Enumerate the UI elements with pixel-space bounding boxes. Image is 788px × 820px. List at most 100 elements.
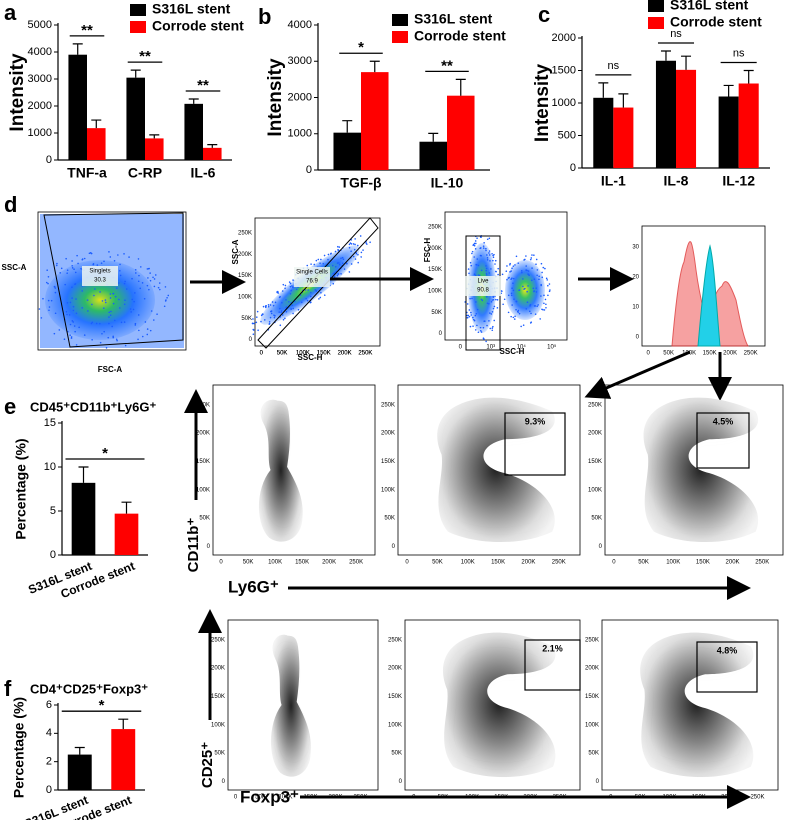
event-dot [536,305,538,308]
event-dot [257,329,259,332]
event-dot [90,322,93,325]
y-tick-label: 15 [44,417,56,429]
gate [43,212,184,348]
event-dot [153,285,156,288]
event-dot [354,243,356,246]
event-dot [357,261,359,264]
event-dot [511,304,513,306]
x-tick-label: 10³ [486,345,495,351]
density-blob [259,400,303,542]
event-dot [109,293,112,295]
event-dot [38,308,41,310]
event-dot [132,308,135,311]
event-dot [119,263,121,266]
event-dot [305,297,307,300]
event-dot [54,287,57,289]
event-dot [164,286,167,288]
event-dot [369,241,371,244]
event-dot [292,312,294,315]
event-dot [289,285,292,288]
y-axis-label: Intensity [532,64,553,143]
event-dot [119,274,122,277]
x-tick-label: 0 [646,351,650,357]
event-dot [141,335,144,338]
event-dot [134,324,137,326]
y-tick-label: 200K [585,666,599,672]
bar [593,97,614,168]
x-tick-label: 10⁴ [517,344,527,351]
x-tick-label: 250K [552,560,566,566]
event-dot [544,298,547,301]
event-dot [488,252,490,254]
event-dot [471,252,473,255]
event-dot [112,335,114,338]
event-dot [137,280,140,283]
event-dot [280,311,282,314]
event-dot [485,274,488,276]
event-dot [256,310,259,313]
event-dot [91,303,93,306]
error-bar [618,93,629,108]
event-dot [333,275,336,278]
significance-label: ** [441,57,453,74]
y-tick-label: 200K [588,431,602,437]
event-dot [123,282,126,285]
event-dot [139,287,142,290]
event-dot [470,311,472,314]
error-bar [74,746,85,755]
gate-value: 30.3 [94,278,106,284]
legend-label: S316L stent [152,1,231,17]
event-dot [252,329,255,331]
event-dot [485,296,488,298]
x-tick-label: IL-12 [722,173,755,189]
event-dot [337,273,340,275]
event-dot [124,299,126,301]
event-dot [73,325,76,327]
x-tick-label: 250K [358,351,372,357]
event-dot [322,262,325,265]
gate-value: 9.3% [525,416,546,426]
event-dot [282,283,285,286]
event-dot [545,306,547,309]
y-tick-label: 0 [306,164,312,176]
event-dot [115,287,118,289]
y-tick-label: 150K [381,459,395,465]
error-bar [369,60,380,73]
legend-swatch [648,17,664,29]
event-dot [83,257,86,260]
event-dot [513,298,515,300]
x-tick-label: 0 [219,560,223,566]
event-dot [348,271,351,273]
y-tick-label: 0 [599,544,603,550]
error-bar [743,69,754,84]
error-bar [149,134,160,139]
error-bar [121,501,132,514]
event-dot [485,247,487,250]
event-dot [147,277,149,279]
legend-swatch [392,14,408,26]
legend-swatch [648,0,664,12]
event-dot [536,269,539,271]
event-dot [534,313,537,315]
x-tick-label: 50K [638,560,649,566]
y-tick-label: 100K [211,722,225,728]
event-dot [479,329,482,332]
x-tick-label: 150K [295,560,309,566]
event-dot [103,260,105,263]
event-dot [83,334,86,336]
event-dot [276,291,279,294]
event-dot [96,264,99,266]
event-dot [289,293,292,295]
event-dot [537,304,539,306]
event-dot [306,264,309,267]
event-dot [72,309,75,312]
bar [184,103,203,160]
event-dot [70,336,73,338]
event-dot [288,281,291,283]
event-dot [124,280,126,283]
event-dot [350,243,353,245]
y-tick-label: 150K [388,694,402,700]
event-dot [69,323,72,326]
event-dot [270,310,272,313]
event-dot [297,308,300,311]
